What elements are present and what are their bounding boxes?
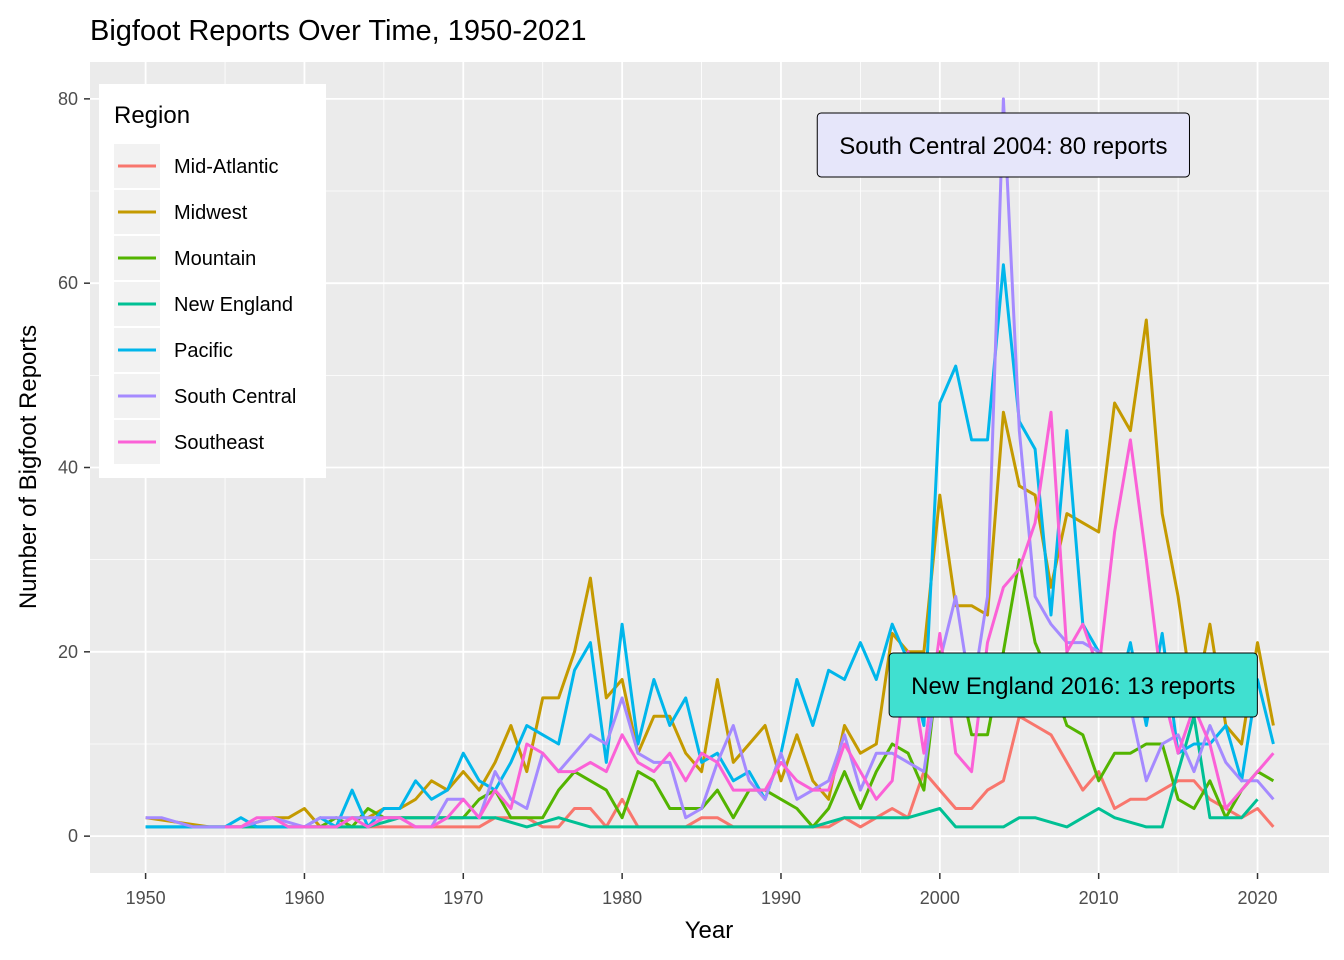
y-tick-label: 20 — [58, 642, 78, 662]
chart-title: Bigfoot Reports Over Time, 1950-2021 — [90, 15, 586, 47]
legend-label: Midwest — [174, 202, 248, 224]
x-tick-label: 1950 — [126, 888, 166, 908]
annotation-text: South Central 2004: 80 reports — [839, 133, 1167, 160]
y-tick-label: 0 — [68, 826, 78, 846]
x-axis-title: Year — [685, 917, 734, 944]
y-tick-label: 60 — [58, 273, 78, 293]
legend: Region Mid-Atlantic Midwest Mountain New En… — [99, 84, 326, 478]
annotation-label: South Central 2004: 80 reports — [816, 112, 1190, 178]
y-axis-title: Number of Bigfoot Reports — [15, 325, 42, 609]
annotation-text: New England 2016: 13 reports — [911, 673, 1235, 700]
x-axis: 1950 1960 1970 1980 1990 2000 2010 2020 — [126, 873, 1278, 908]
legend-label: Pacific — [174, 340, 233, 362]
annotations: South Central 2004: 80 reports New Englan… — [816, 112, 1258, 718]
x-tick-label: 2010 — [1079, 888, 1119, 908]
legend-label: South Central — [174, 386, 296, 408]
x-tick-label: 1970 — [443, 888, 483, 908]
series-line-pacific — [145, 263, 1275, 829]
legend-label: Southeast — [174, 432, 265, 454]
annotation-box — [888, 652, 1258, 718]
legend-label: New England — [174, 294, 293, 316]
legend-box — [99, 84, 326, 478]
legend-title: Region — [114, 102, 190, 129]
x-tick-label: 1990 — [761, 888, 801, 908]
series-line-south-central — [145, 97, 1275, 829]
x-tick-label: 1960 — [284, 888, 324, 908]
y-tick-label: 40 — [58, 458, 78, 478]
legend-label: Mountain — [174, 248, 256, 270]
x-tick-label: 1980 — [602, 888, 642, 908]
x-tick-label: 2020 — [1237, 888, 1277, 908]
x-tick-label: 2000 — [920, 888, 960, 908]
y-tick-label: 80 — [58, 89, 78, 109]
y-axis: 0 20 40 60 80 — [58, 89, 90, 846]
annotation-box — [816, 112, 1190, 178]
series-line-mountain — [304, 558, 1275, 829]
series-layer — [145, 97, 1275, 829]
legend-label: Mid-Atlantic — [174, 156, 278, 178]
annotation-label: New England 2016: 13 reports — [888, 652, 1258, 718]
